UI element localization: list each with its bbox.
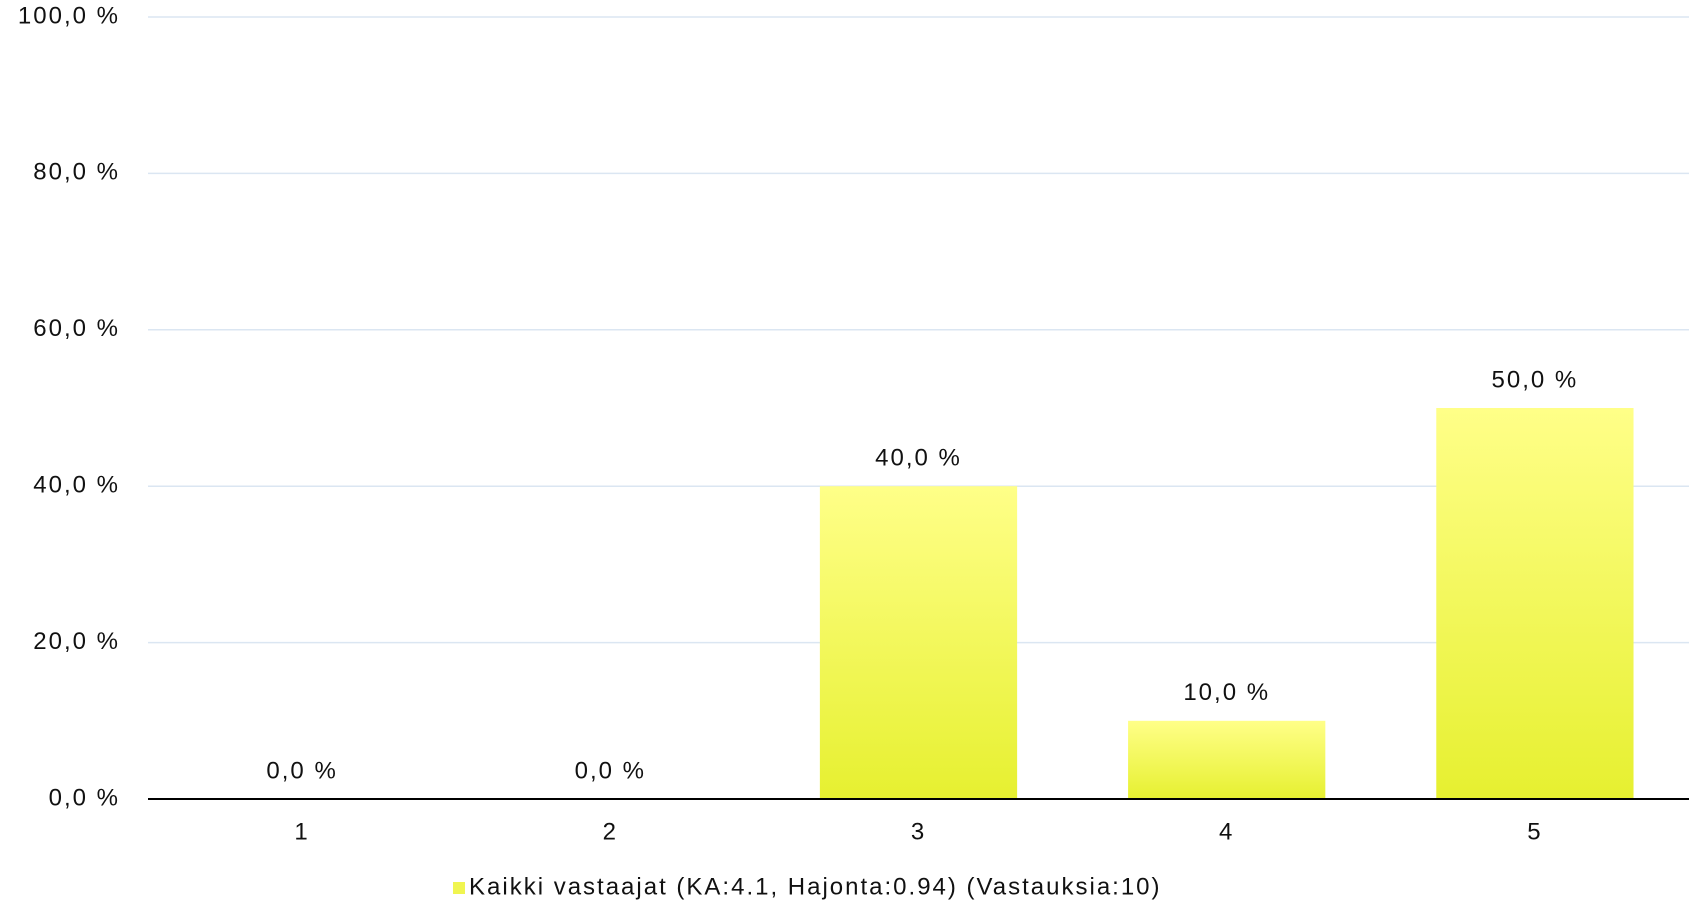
y-tick-label: 60,0 % xyxy=(33,315,120,342)
x-tick-label: 3 xyxy=(911,818,926,845)
data-label: 50,0 % xyxy=(1492,366,1579,393)
y-tick-label: 80,0 % xyxy=(33,159,120,186)
x-tick-label: 4 xyxy=(1219,818,1234,845)
x-tick-label: 1 xyxy=(294,818,309,845)
legend-swatch xyxy=(453,882,465,894)
y-tick-label: 100,0 % xyxy=(18,2,120,29)
bar xyxy=(819,486,1018,799)
legend-label: Kaikki vastaajat (KA:4.1, Hajonta:0.94) … xyxy=(469,873,1162,900)
data-label: 40,0 % xyxy=(875,445,962,472)
y-tick-label: 0,0 % xyxy=(49,784,120,811)
bar xyxy=(1436,408,1634,799)
data-label: 0,0 % xyxy=(266,757,337,784)
y-tick-label: 20,0 % xyxy=(33,628,120,655)
data-label: 10,0 % xyxy=(1183,679,1270,706)
bar xyxy=(1128,720,1326,799)
y-tick-label: 40,0 % xyxy=(33,472,120,499)
x-tick-label: 5 xyxy=(1527,818,1542,845)
x-tick-label: 2 xyxy=(603,818,618,845)
data-label: 0,0 % xyxy=(575,757,646,784)
